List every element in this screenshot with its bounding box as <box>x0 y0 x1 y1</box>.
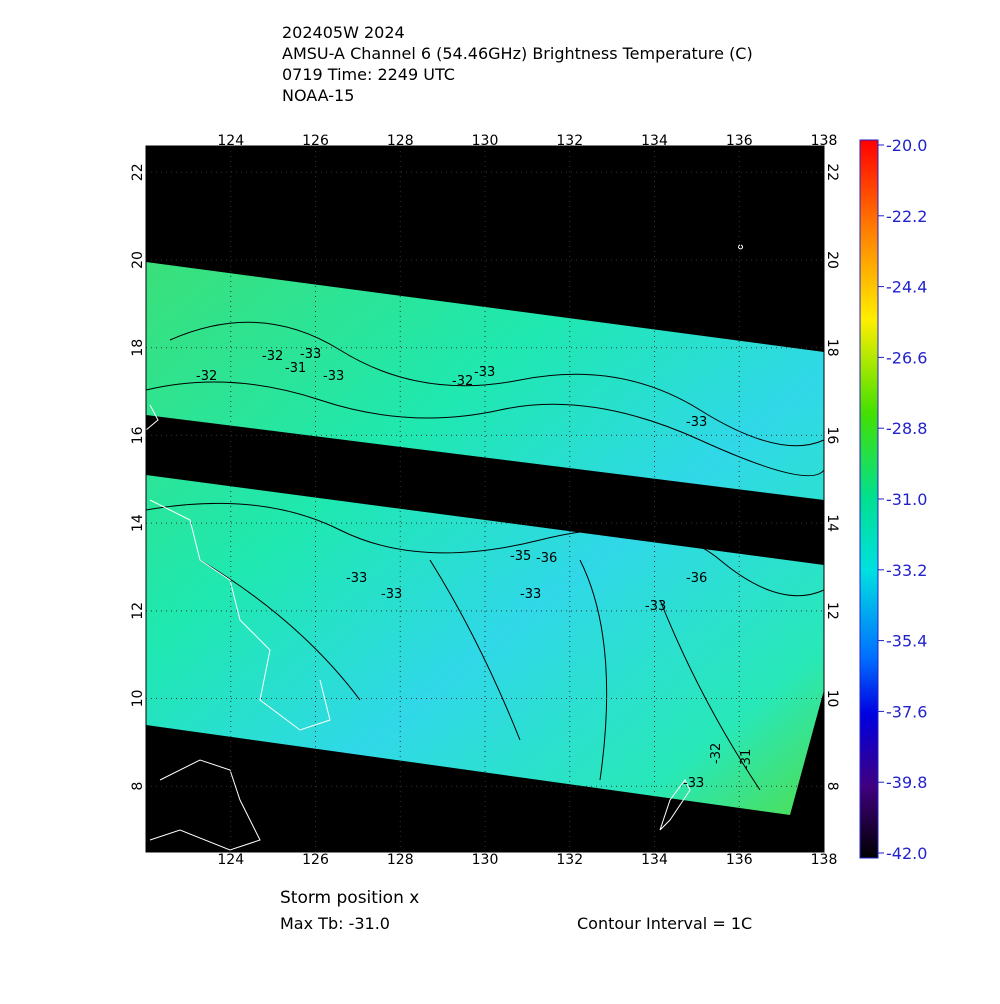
lon-tick-label: 126 <box>302 852 329 868</box>
contour-label: -33 <box>474 365 495 380</box>
colorbar-tick-label: -26.6 <box>886 348 927 367</box>
lat-tick-label: 20 <box>824 251 840 269</box>
lon-tick-label: 138 <box>811 133 838 149</box>
contour-label: -33 <box>381 587 402 602</box>
lat-tick-label: 22 <box>824 163 840 181</box>
colorbar-tick-label: -28.8 <box>886 419 927 438</box>
lat-tick-label: 8 <box>824 782 840 791</box>
colorbar-tick-label: -37.6 <box>886 702 927 721</box>
contour-label: -33 <box>686 415 707 430</box>
contour-label: -36 <box>686 571 707 586</box>
lat-tick-label: 12 <box>824 602 840 620</box>
lat-tick-label: 10 <box>824 690 840 708</box>
lat-tick-label: 16 <box>824 427 840 445</box>
colorbar-tick-label: -35.4 <box>886 632 927 651</box>
contour-label: -33 <box>346 571 367 586</box>
storm-position: Storm position x <box>280 888 419 908</box>
contour-label: -32 <box>709 743 724 764</box>
max-tb: Max Tb: -31.0 <box>280 914 390 933</box>
lon-tick-label: 132 <box>556 133 583 149</box>
lat-tick-label: 18 <box>130 339 146 357</box>
lat-tick-label: 12 <box>130 602 146 620</box>
contour-labels: -32 -33-31-32 -33 -32-33-33-33-33-35 -36-33-… <box>196 347 754 791</box>
lat-tick-label: 18 <box>824 339 840 357</box>
lat-tick-label: 14 <box>130 514 146 532</box>
contour-label: -32 <box>262 349 283 364</box>
contour-interval: Contour Interval = 1C <box>577 914 752 933</box>
contour-label: -36 <box>536 551 557 566</box>
map-frame <box>145 145 825 853</box>
lon-tick-label: 134 <box>641 852 668 868</box>
lat-tick-label: 22 <box>130 163 146 181</box>
colorbar-tick-label: -20.0 <box>886 136 927 155</box>
colorbar-ticks: -20.0 -22.2 -24.4 -26.6 -28.8 -31.0 -33.2 -35.4… <box>878 136 927 863</box>
lat-tick-label: 8 <box>130 782 146 791</box>
header-line: NOAA-15 <box>282 86 354 105</box>
lon-tick-label: 134 <box>641 133 668 149</box>
lon-tick-label: 126 <box>302 133 329 149</box>
contour-label: -32 <box>196 369 217 384</box>
colorbar-tick-label: -39.8 <box>886 773 927 792</box>
lon-tick-label: 124 <box>217 852 244 868</box>
contour-label: -31 <box>285 361 306 376</box>
colorbar-tick-label: -22.2 <box>886 207 927 226</box>
lat-tick-label: 16 <box>130 426 146 444</box>
lon-tick-label: 128 <box>387 852 414 868</box>
contour-label: -33 <box>683 776 704 791</box>
header-line: 202405W 2024 <box>282 23 405 42</box>
colorbar-tick-label: -31.0 <box>886 490 927 509</box>
lon-tick-label: 130 <box>472 852 499 868</box>
colorbar-tick-label: -42.0 <box>886 844 927 863</box>
coastline <box>145 244 743 851</box>
contour-label: -31 <box>739 749 754 770</box>
colorbar <box>859 139 879 859</box>
colorbar-tick-label: -33.2 <box>886 561 927 580</box>
lat-tick-label: 20 <box>130 251 146 269</box>
lon-tick-label: 136 <box>726 852 753 868</box>
contour-label: -33 <box>300 347 321 362</box>
swath-gap <box>146 415 824 565</box>
header-line: AMSU-A Channel 6 (54.46GHz) Brightness T… <box>282 44 753 63</box>
contour-label: -35 <box>510 549 531 564</box>
lat-tick-label: 10 <box>130 690 146 708</box>
contours <box>145 321 825 791</box>
contour-label: -33 <box>645 599 666 614</box>
contour-label: -33 <box>323 369 344 384</box>
header-line: 0719 Time: 2249 UTC <box>282 65 455 84</box>
lat-tick-label: 14 <box>824 514 840 532</box>
lon-tick-label: 138 <box>811 852 838 868</box>
lon-tick-label: 132 <box>556 852 583 868</box>
header: 202405W 2024 AMSU-A Channel 6 (54.46GHz) … <box>282 23 753 105</box>
colorbar-tick-label: -24.4 <box>886 278 927 297</box>
grid <box>146 146 825 852</box>
lon-tick-label: 136 <box>726 133 753 149</box>
lon-tick-label: 128 <box>387 133 414 149</box>
contour-label: -33 <box>520 587 541 602</box>
ticks: 1241241261261281281301301321321341341361… <box>130 133 840 868</box>
lon-tick-label: 124 <box>217 133 244 149</box>
contour-label: -32 <box>452 374 473 389</box>
lon-tick-label: 130 <box>472 133 499 149</box>
